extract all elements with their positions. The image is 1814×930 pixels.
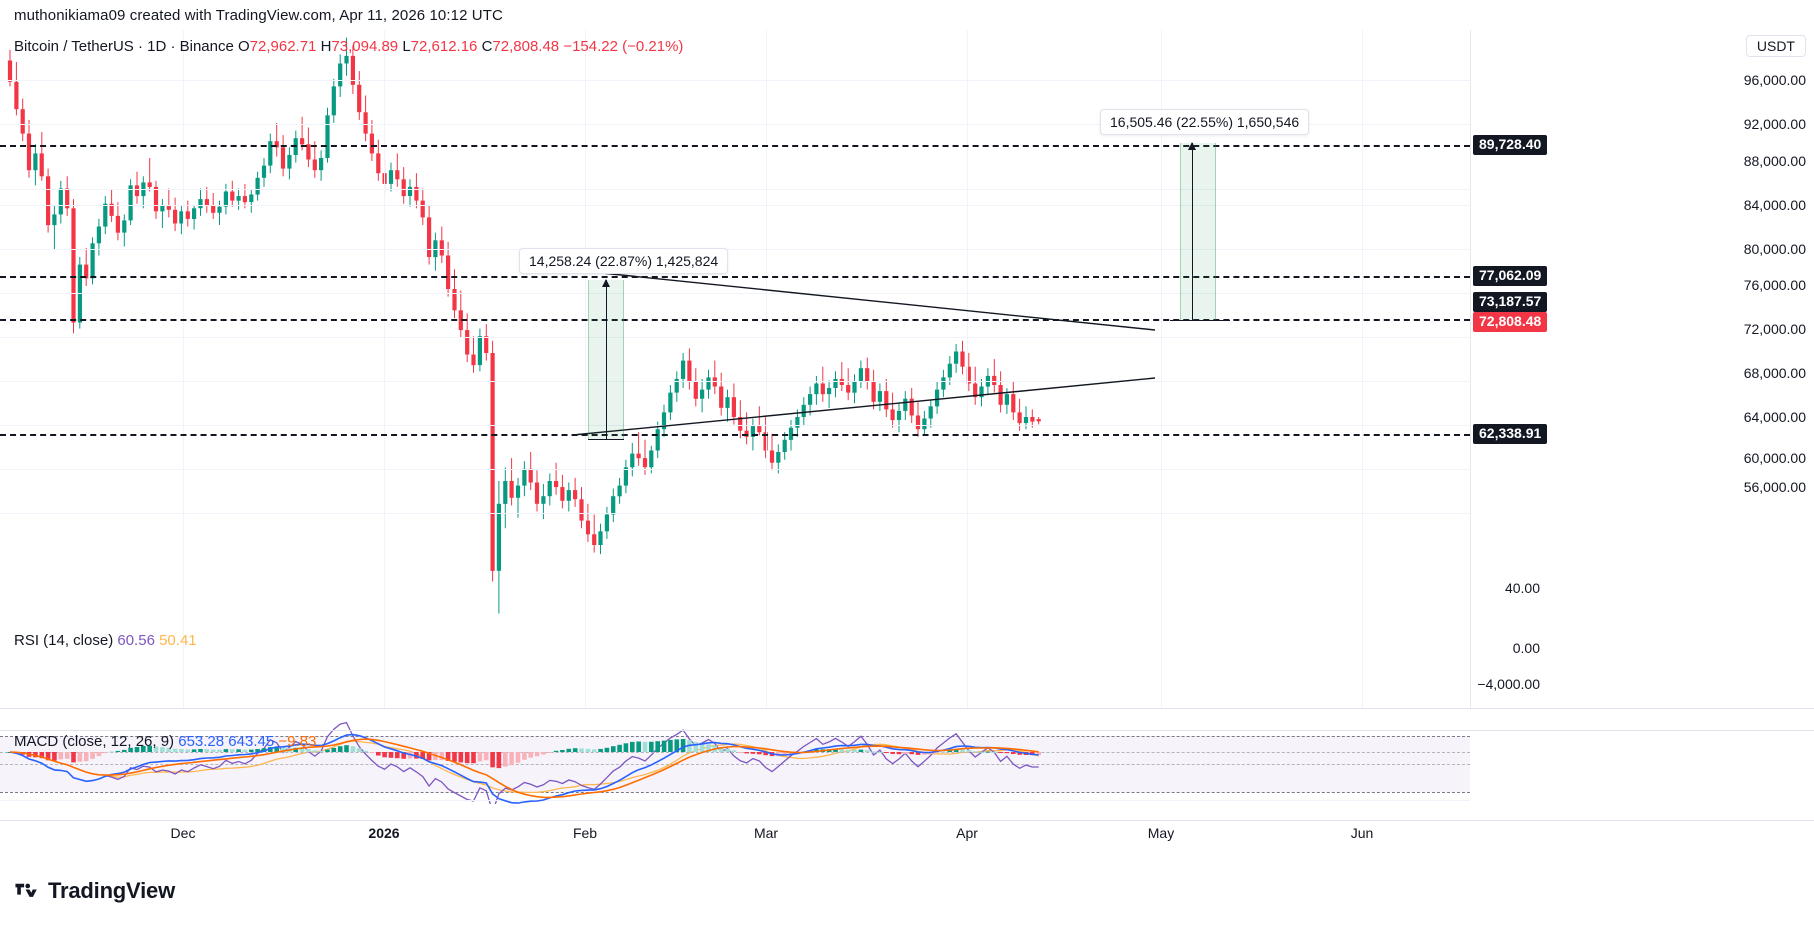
time-tick-2026: 2026: [368, 825, 400, 841]
gridline: [0, 513, 1470, 514]
tradingview-brand[interactable]: TradingView: [14, 878, 175, 904]
ohlc-low-label: L: [402, 38, 411, 55]
gridline: [0, 205, 1470, 206]
gridline: [0, 337, 1470, 338]
gridline: [384, 30, 385, 708]
price-axis[interactable]: USDT 96,000.00 92,000.00 88,000.00 84,00…: [1470, 30, 1814, 708]
price-tick: 76,000.00: [1743, 277, 1806, 293]
level-line-77062[interactable]: [0, 276, 1470, 278]
macd-title: MACD (close, 12, 26, 9): [14, 733, 175, 750]
gridline: [0, 425, 1470, 426]
price-tick: 88,000.00: [1743, 153, 1806, 169]
gridline: [0, 80, 1470, 81]
pane-divider-time: [0, 820, 1814, 821]
ohlc-high-value: 73,094.89: [331, 38, 399, 55]
tradingview-brand-name: TradingView: [48, 878, 175, 903]
gridline: [0, 469, 1470, 470]
credit-line: muthonikiama09 created with TradingView.…: [14, 7, 503, 24]
pane-divider-macd: [0, 730, 1814, 731]
price-tick: 56,000.00: [1743, 479, 1806, 495]
gridline: [0, 381, 1470, 382]
time-tick-apr: Apr: [956, 825, 978, 841]
symbol-legend[interactable]: Bitcoin / TetherUS · 1D · Binance O72,96…: [14, 38, 683, 55]
price-tag-62338: 62,338.91: [1473, 424, 1548, 444]
time-tick-feb: Feb: [572, 825, 598, 841]
time-tick-dec: Dec: [170, 825, 196, 841]
price-tag-89728: 89,728.40: [1473, 135, 1548, 155]
gridline: [0, 249, 1470, 250]
gridline: [585, 30, 586, 708]
price-tick: 96,000.00: [1743, 72, 1806, 88]
gridline: [766, 30, 767, 708]
ohlc-open-value: 72,962.71: [249, 38, 317, 55]
macd-value: 653.28: [178, 733, 225, 750]
time-tick-jun: Jun: [1350, 825, 1374, 841]
tradingview-logo-icon: [14, 878, 40, 904]
rsi-tick-40: 40.00: [1504, 580, 1540, 596]
current-price-tag: 72,808.48: [1473, 312, 1548, 332]
candlestick-series: [7, 37, 1041, 614]
price-tick: 68,000.00: [1743, 365, 1806, 381]
measure-label-2[interactable]: 16,505.46 (22.55%) 1,650,546: [1100, 109, 1310, 135]
level-line-62338[interactable]: [0, 434, 1470, 436]
price-tick: 84,000.00: [1743, 197, 1806, 213]
price-tick: 60,000.00: [1743, 450, 1806, 466]
macd-series: [7, 733, 1041, 804]
time-tick-mar: Mar: [753, 825, 779, 841]
ohlc-close-value: 72,808.48: [492, 38, 560, 55]
gridline: [0, 293, 1470, 294]
price-tick: 72,000.00: [1743, 321, 1806, 337]
rsi-value: 60.56: [117, 632, 155, 649]
measure-arrow-2: [1188, 142, 1196, 321]
rsi-oversold-line: [0, 792, 1470, 793]
measure-range-2[interactable]: [1180, 143, 1216, 321]
ohlc-change: −154.22 (−0.21%): [563, 38, 684, 55]
rsi-title: RSI (14, close): [14, 632, 114, 649]
rsi-midline: [0, 764, 1470, 765]
price-axis-unit[interactable]: USDT: [1745, 35, 1806, 57]
macd-signal-value: 643.45: [228, 733, 275, 750]
rsi-ma-value: 50.41: [159, 632, 197, 649]
ohlc-close-label: C: [481, 38, 493, 55]
macd-hist-value: −9.83: [278, 733, 317, 750]
time-axis[interactable]: Dec 2026 Feb Mar Apr May Jun: [0, 820, 1814, 850]
macd-legend[interactable]: MACD (close, 12, 26, 9) 653.28 643.45 −9…: [14, 733, 316, 750]
price-tick: 64,000.00: [1743, 409, 1806, 425]
price-tick: 80,000.00: [1743, 241, 1806, 257]
gridline: [967, 30, 968, 708]
macd-tick-0: 0.00: [1512, 640, 1540, 656]
macd-zero-line: [0, 752, 1470, 753]
measure-base-2: [1170, 320, 1230, 321]
rsi-legend[interactable]: RSI (14, close) 60.56 50.41: [14, 632, 197, 649]
gridline: [0, 124, 1470, 125]
level-line-73187[interactable]: [0, 319, 1470, 321]
ohlc-low-value: 72,612.16: [410, 38, 478, 55]
symbol-title[interactable]: Bitcoin / TetherUS · 1D · Binance: [14, 38, 234, 55]
measure-arrow-1: [602, 279, 610, 440]
gridline: [1161, 30, 1162, 708]
gridline: [0, 800, 1470, 801]
price-tag-73187: 73,187.57: [1473, 292, 1548, 312]
gridline: [0, 189, 1470, 190]
rsi-overbought-line: [0, 736, 1470, 737]
measure-label-1[interactable]: 14,258.24 (22.87%) 1,425,824: [519, 248, 729, 274]
pane-divider-rsi: [0, 708, 1814, 709]
macd-pane[interactable]: [0, 730, 1470, 820]
price-chart-pane[interactable]: 14,258.24 (22.87%) 1,425,824 16,505.46 (…: [0, 30, 1814, 708]
gridline: [1362, 30, 1363, 708]
ohlc-open-label: O: [238, 38, 250, 55]
time-tick-may: May: [1147, 825, 1175, 841]
ohlc-high-label: H: [320, 38, 332, 55]
price-plot[interactable]: [0, 30, 1470, 708]
macd-tick-neg4000: −4,000.00: [1477, 676, 1540, 692]
price-tick: 92,000.00: [1743, 116, 1806, 132]
measure-base-1: [588, 439, 624, 440]
price-tag-77062: 77,062.09: [1473, 266, 1548, 286]
rsi-series: [105, 721, 1039, 804]
level-line-89728[interactable]: [0, 145, 1470, 147]
gridline: [183, 30, 184, 708]
